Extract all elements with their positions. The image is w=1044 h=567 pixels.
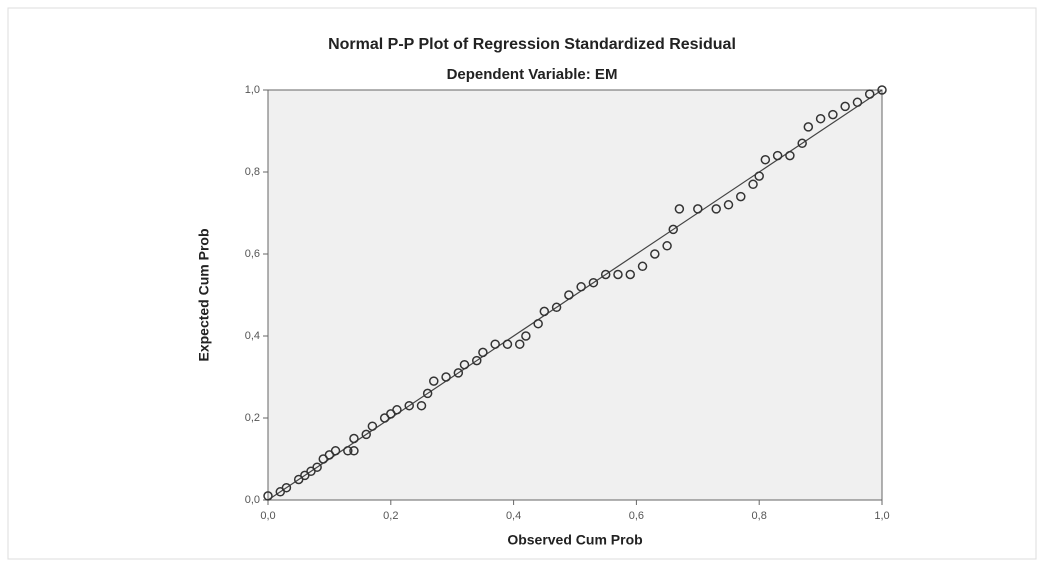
y-axis-label: Expected Cum Prob xyxy=(196,228,212,361)
point xyxy=(693,204,703,214)
point xyxy=(736,191,746,202)
point xyxy=(533,318,543,329)
y-tick-label: 0,0 xyxy=(245,494,260,506)
x-tick-label: 1,0 xyxy=(874,510,889,522)
point xyxy=(864,89,875,99)
point xyxy=(785,150,795,161)
point xyxy=(490,339,500,349)
point xyxy=(815,113,826,124)
x-tick-label: 0,0 xyxy=(260,510,275,522)
point xyxy=(312,462,322,472)
point xyxy=(797,138,807,149)
x-tick-label: 0,6 xyxy=(629,510,644,522)
x-axis-label: Observed Cum Prob xyxy=(507,532,642,548)
point xyxy=(803,122,814,132)
point xyxy=(281,482,292,493)
point xyxy=(650,249,660,259)
point xyxy=(263,491,273,501)
point xyxy=(662,241,672,251)
point xyxy=(343,446,353,456)
point xyxy=(416,400,427,411)
point xyxy=(539,306,550,317)
point xyxy=(429,376,439,386)
point xyxy=(330,446,341,456)
point xyxy=(551,302,562,313)
point xyxy=(514,339,525,349)
point xyxy=(521,331,531,341)
chart-subtitle: Dependent Variable: EM xyxy=(447,66,618,83)
y-tick-label: 0,4 xyxy=(245,330,260,342)
point xyxy=(613,269,623,280)
point xyxy=(422,388,433,399)
point xyxy=(674,204,685,214)
point xyxy=(748,179,758,190)
point xyxy=(472,355,482,366)
point xyxy=(478,347,488,358)
point xyxy=(625,269,636,280)
y-tick-label: 0,6 xyxy=(245,248,260,260)
x-tick-label: 0,4 xyxy=(506,510,521,522)
point xyxy=(711,204,721,214)
point xyxy=(349,446,359,456)
point xyxy=(404,400,414,411)
point xyxy=(588,277,599,288)
point xyxy=(840,101,850,112)
point xyxy=(877,85,887,95)
reference-line xyxy=(267,89,883,501)
point xyxy=(441,372,451,382)
point xyxy=(723,200,734,210)
point xyxy=(361,429,371,440)
x-tick-label: 0,2 xyxy=(383,510,398,522)
point xyxy=(576,282,586,292)
y-tick-label: 1,0 xyxy=(245,84,260,96)
point xyxy=(392,405,402,415)
point xyxy=(349,433,359,444)
y-tick-label: 0,2 xyxy=(245,412,260,424)
point xyxy=(668,224,678,235)
point xyxy=(828,109,838,120)
point xyxy=(852,97,863,108)
y-tick-label: 0,8 xyxy=(245,166,260,178)
point xyxy=(754,171,764,181)
point xyxy=(453,368,464,378)
point xyxy=(637,261,648,272)
point xyxy=(564,290,574,300)
point xyxy=(502,339,513,349)
point xyxy=(600,269,611,280)
x-tick-label: 0,8 xyxy=(752,510,767,522)
point xyxy=(459,359,470,370)
point xyxy=(760,154,771,165)
point xyxy=(367,421,378,431)
chart-title: Normal P-P Plot of Regression Standardiz… xyxy=(328,36,736,53)
point xyxy=(772,150,783,161)
